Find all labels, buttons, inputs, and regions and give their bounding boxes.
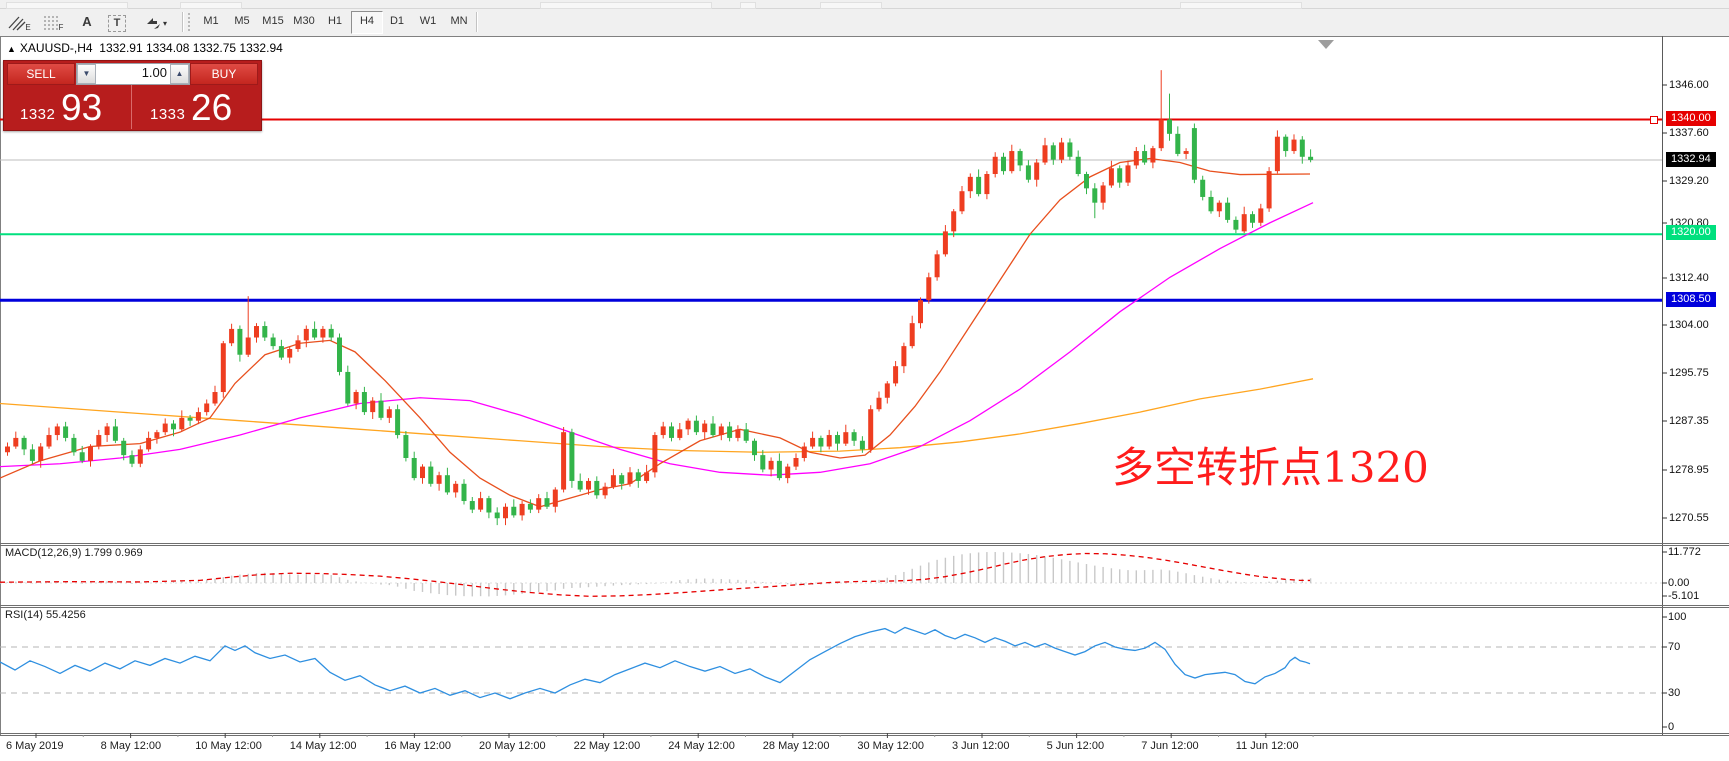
date-tick-label: 22 May 12:00: [573, 740, 641, 752]
candles-group: [5, 70, 1314, 526]
timeframe-button-M15[interactable]: M15: [262, 15, 284, 27]
ohlc-values: 1332.91 1334.08 1332.75 1332.94: [99, 41, 283, 55]
arrows-tool-icon[interactable]: ▾: [136, 10, 176, 34]
date-tick-label: 24 May 12:00: [668, 740, 735, 752]
timeframe-button-H4[interactable]: H4: [351, 11, 383, 34]
toolbar-separator: [182, 12, 183, 32]
date-tick-label: 10 May 12:00: [195, 740, 262, 752]
collapse-triangle-icon[interactable]: ▲: [7, 44, 16, 54]
one-click-trading-panel: SELL ▼ 1.00 ▲ BUY 1332 93 1333 26: [3, 60, 262, 131]
timeframe-button-MN[interactable]: MN: [450, 15, 468, 27]
text-box-glyph: T: [108, 15, 126, 32]
dropdown-caret-icon: ▾: [162, 19, 167, 28]
slow-ma: [0, 378, 1314, 453]
price-tick-label: 1329.20: [1669, 175, 1709, 187]
price-tick-label: 1304.00: [1669, 319, 1709, 331]
moving-averages: [0, 157, 1314, 508]
sell-price-area[interactable]: 1332 93: [4, 85, 132, 129]
sell-button[interactable]: SELL: [7, 63, 75, 85]
macd-histogram: [6, 552, 1312, 597]
macd-label: MACD(12,26,9) 1.799 0.969: [5, 547, 143, 559]
date-tick-label: 8 May 12:00: [100, 740, 162, 752]
date-tick-label: 30 May 12:00: [857, 740, 925, 752]
sell-price-big: 93: [61, 87, 103, 128]
top-toolbar-strip: [0, 0, 1729, 9]
date-tick-label: 16 May 12:00: [384, 740, 452, 752]
volume-input[interactable]: 1.00: [141, 65, 167, 80]
price-badge-1332.94: 1332.94: [1666, 152, 1716, 167]
buy-button[interactable]: BUY: [190, 63, 258, 85]
chart-annotation-text[interactable]: 多空转折点1320: [1112, 443, 1429, 492]
rsi-scale-label: 100: [1668, 611, 1687, 623]
fibonacci-tool-icon[interactable]: F: [38, 10, 68, 34]
tool-sub-label: F: [58, 23, 64, 32]
text-box-tool-icon[interactable]: T: [104, 10, 130, 34]
chart-shift-marker-icon[interactable]: [1318, 40, 1334, 49]
macd-scale-label: 11.772: [1668, 546, 1701, 558]
timeframe-button-H1[interactable]: H1: [327, 15, 343, 27]
price-tick-label: 1312.40: [1669, 272, 1709, 284]
buy-price-small: 1333: [150, 106, 186, 123]
timeframe-button-M5[interactable]: M5: [234, 15, 250, 27]
date-tick-label: 7 Jun 12:00: [1141, 740, 1199, 752]
date-tick-label: 14 May 12:00: [289, 740, 357, 752]
hline-drag-handle[interactable]: [1650, 116, 1658, 124]
chart-toolbar: E F A T ▾ M1 M5 M15 M30 H1 H4 D1 W1 MN: [0, 9, 1729, 36]
price-tick-label: 1295.75: [1669, 367, 1709, 379]
rsi-label: RSI(14) 55.4256: [5, 609, 86, 621]
sell-price-small: 1332: [20, 106, 56, 123]
toolbar-separator: [476, 12, 477, 32]
price-tick-label: 1278.95: [1669, 464, 1709, 476]
rsi-line: [0, 626, 1311, 700]
rsi-scale-label: 0: [1668, 721, 1675, 733]
symbol-period-label: XAUUSD-,H4: [19, 41, 93, 55]
price-tick-label: 1270.55: [1669, 512, 1709, 524]
fast-ma: [0, 157, 1311, 508]
date-tick-label: 20 May 12:00: [479, 740, 546, 752]
rsi-scale-label: 30: [1668, 687, 1681, 699]
date-tick-label: 5 Jun 12:00: [1046, 740, 1105, 752]
equidistant-channel-tool-icon[interactable]: E: [4, 10, 34, 34]
toolbar-drag-handle[interactable]: [188, 13, 193, 31]
rsi-scale-label: 70: [1668, 641, 1681, 653]
volume-spinner: ▼ 1.00 ▲: [76, 63, 190, 85]
chart-window: ▲ XAUUSD-,H4 1332.91 1334.08 1332.75 1332…: [0, 36, 1729, 761]
macd-signal-line: [0, 552, 1311, 597]
macd-scale-label: -5.101: [1668, 590, 1700, 602]
timeframe-button-M30[interactable]: M30: [293, 15, 315, 27]
macd-scale-label: 0.00: [1668, 577, 1690, 589]
buy-price-area[interactable]: 1333 26: [132, 85, 259, 129]
timeframe-button-W1[interactable]: W1: [419, 15, 437, 27]
buy-price-big: 26: [191, 87, 233, 128]
chart-title[interactable]: ▲ XAUUSD-,H4 1332.91 1334.08 1332.75 1332…: [7, 41, 283, 55]
medium-ma: [0, 202, 1314, 476]
text-label-tool-icon[interactable]: A: [74, 10, 100, 34]
text-label-glyph: A: [82, 14, 92, 29]
price-chart-svg[interactable]: [0, 36, 1729, 761]
date-tick-label: 28 May 12:00: [762, 740, 830, 752]
price-badge-1340.00: 1340.00: [1666, 111, 1716, 126]
price-tick-label: 1287.35: [1669, 415, 1709, 427]
price-badge-1320.00: 1320.00: [1666, 225, 1716, 240]
date-tick-label: 11 Jun 12:00: [1235, 740, 1299, 752]
date-tick-label: 6 May 2019: [6, 740, 64, 752]
volume-increase-button[interactable]: ▲: [170, 64, 189, 84]
price-tick-label: 1346.00: [1669, 79, 1709, 91]
timeframe-button-M1[interactable]: M1: [203, 15, 219, 27]
tool-sub-label: E: [25, 23, 31, 32]
price-badge-1308.50: 1308.50: [1666, 292, 1716, 307]
date-tick-label: 3 Jun 12:00: [952, 740, 1010, 752]
volume-decrease-button[interactable]: ▼: [77, 64, 96, 84]
timeframe-button-D1[interactable]: D1: [389, 15, 405, 27]
price-tick-label: 1337.60: [1669, 127, 1709, 139]
